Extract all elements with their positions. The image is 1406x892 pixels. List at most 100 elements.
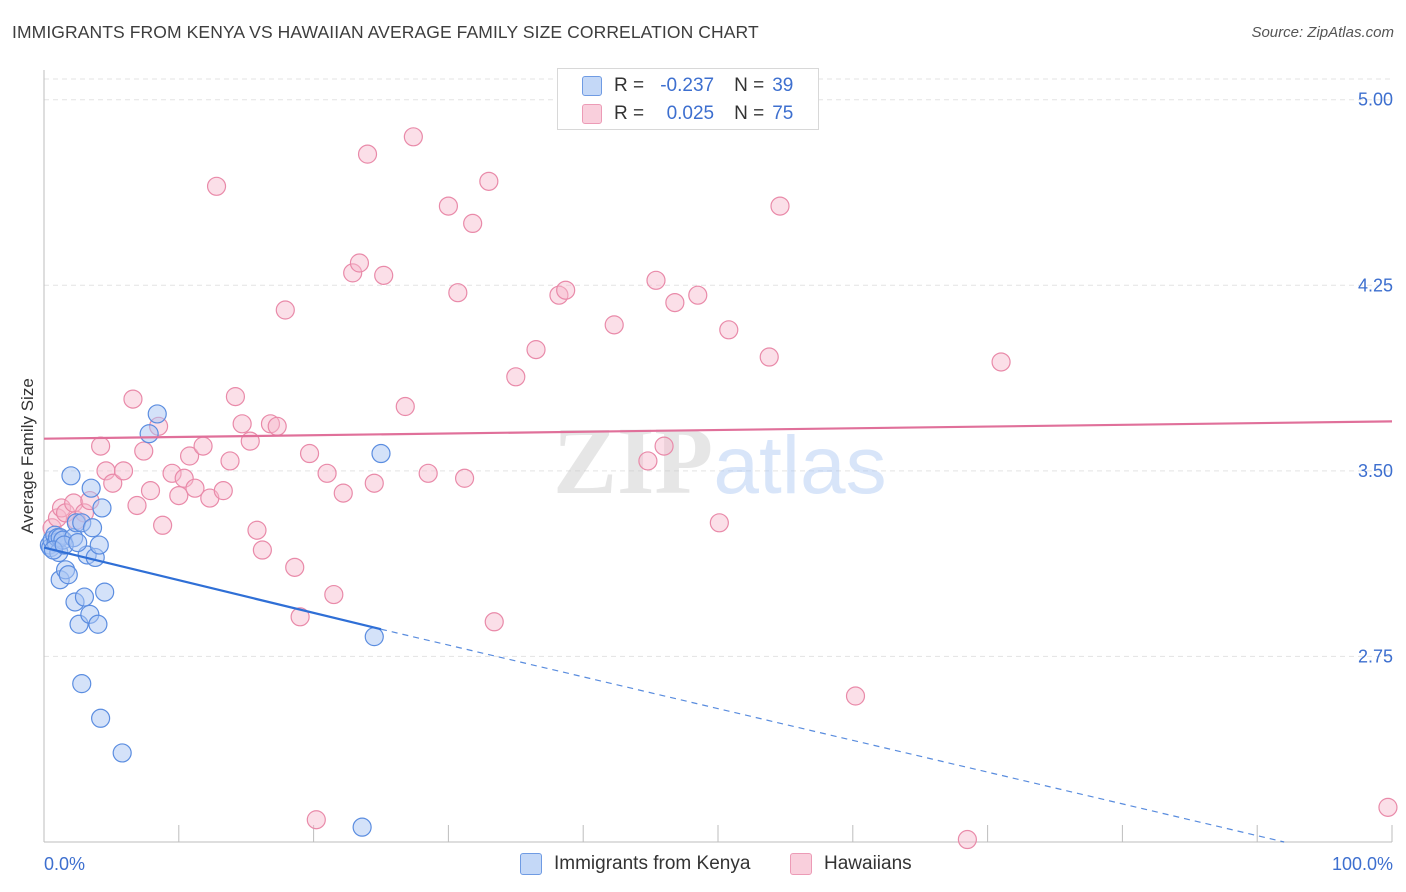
watermark: ZIP atlas <box>553 407 887 514</box>
data-point-hawaiian <box>317 463 337 483</box>
trend-line-kenya <box>43 546 382 631</box>
data-point-kenya <box>352 817 372 837</box>
data-point-hawaiian <box>134 441 154 461</box>
y-tick-labels: 2.75 3.50 4.25 5.00 <box>1358 90 1393 667</box>
r-value-hawaiian: 0.025 <box>666 103 715 124</box>
data-point-hawaiian <box>448 283 468 303</box>
legend-item-hawaiians[interactable]: Hawaiians <box>790 851 912 877</box>
data-point-hawaiian <box>845 686 866 706</box>
data-point-hawaiian <box>299 443 320 464</box>
data-point-kenya <box>91 708 111 728</box>
data-point-hawaiian <box>285 557 305 577</box>
data-point-hawaiian <box>169 485 189 506</box>
data-point-hawaiian <box>267 416 287 436</box>
data-point-hawaiian <box>103 473 123 493</box>
data-point-hawaiian <box>213 481 233 501</box>
data-point-hawaiian <box>374 265 394 285</box>
data-point-hawaiian <box>113 461 134 481</box>
data-point-hawaiian <box>654 436 674 456</box>
data-point-hawaiian <box>185 478 205 498</box>
y-axis-label: Average Family Size <box>18 378 37 534</box>
data-point-hawaiian <box>252 540 272 560</box>
axes <box>43 70 1393 843</box>
data-point-hawaiian <box>232 414 252 434</box>
y-tick-label: 2.75 <box>1358 646 1393 666</box>
y-tick-label: 4.25 <box>1358 275 1393 295</box>
data-point-hawaiian <box>174 468 194 488</box>
data-point-hawaiian <box>991 352 1011 372</box>
data-point-hawaiian <box>646 270 666 290</box>
data-point-hawaiian <box>206 176 227 196</box>
data-point-hawaiian <box>759 347 779 367</box>
watermark-atlas: atlas <box>713 420 886 511</box>
data-point-hawaiian <box>123 389 143 409</box>
data-point-hawaiian <box>395 396 415 417</box>
data-point-hawaiian <box>333 483 353 503</box>
data-point-hawaiian <box>556 280 576 300</box>
data-point-hawaiian <box>549 285 569 305</box>
x-tick-labels: 0.0% 100.0% <box>44 854 1393 874</box>
n-value-hawaiian: 75 <box>772 103 794 124</box>
data-point-hawaiian <box>665 292 685 313</box>
data-point-hawaiian <box>349 253 370 273</box>
x-tick-label: 0.0% <box>44 854 85 874</box>
data-point-hawaiian <box>179 446 200 466</box>
n-value-kenya: 39 <box>772 75 794 96</box>
data-point-hawaiian <box>484 612 504 632</box>
data-point-kenya <box>147 404 167 424</box>
data-point-kenya <box>89 535 109 555</box>
data-point-hawaiian <box>162 463 182 483</box>
data-point-kenya <box>58 565 78 585</box>
data-point-hawaiian <box>479 171 499 191</box>
data-point-hawaiian <box>770 196 790 216</box>
legend-swatch-hawaiians <box>790 853 812 875</box>
data-point-kenya <box>74 587 95 607</box>
data-point-hawaiian <box>688 285 708 305</box>
data-point-hawaiian <box>526 340 546 360</box>
data-point-hawaiian <box>290 607 310 627</box>
data-point-kenya <box>81 478 101 498</box>
legend-row-hawaiian: R = 0.025 N = 75 <box>582 101 793 127</box>
trend-line-hawaiians <box>43 420 1393 440</box>
data-point-hawaiian <box>364 473 384 493</box>
data-point-hawaiian <box>306 810 326 830</box>
data-point-hawaiian <box>140 481 161 501</box>
legend-row-kenya: R = -0.237 N = 39 <box>582 73 793 99</box>
data-point-kenya <box>72 674 92 694</box>
data-point-hawaiian <box>193 436 213 456</box>
r-value-kenya: -0.237 <box>660 75 715 96</box>
data-point-kenya <box>92 498 112 518</box>
correlation-legend: R = -0.237 N = 39 R = 0.025 N = 75 <box>557 68 819 130</box>
data-point-hawaiian <box>153 515 173 535</box>
x-tick-label: 100.0% <box>1332 854 1393 874</box>
data-point-hawaiian <box>957 829 977 850</box>
series-hawaiians-points <box>42 127 1398 850</box>
data-point-hawaiian <box>275 300 295 320</box>
data-point-kenya <box>82 518 103 538</box>
data-point-hawaiian <box>719 320 739 340</box>
r-label: R = <box>614 75 645 96</box>
gridlines <box>44 78 1392 657</box>
data-point-hawaiian <box>127 495 147 516</box>
data-point-kenya <box>68 533 88 553</box>
data-point-hawaiian <box>438 196 458 216</box>
data-point-hawaiian <box>1378 797 1398 817</box>
data-point-hawaiian <box>638 451 658 471</box>
data-point-kenya <box>112 743 132 763</box>
data-point-hawaiian <box>220 451 240 471</box>
n-label: N = <box>734 103 765 124</box>
series-kenya-points <box>39 404 391 837</box>
legend-item-kenya[interactable]: Immigrants from Kenya <box>520 851 750 877</box>
data-point-kenya <box>139 424 159 444</box>
source-attribution: Source: ZipAtlas.com <box>1251 24 1394 41</box>
chart-title: IMMIGRANTS FROM KENYA VS HAWAIIAN AVERAG… <box>12 22 759 42</box>
data-point-hawaiian <box>454 468 475 488</box>
data-point-kenya <box>95 582 115 602</box>
data-point-hawaiian <box>343 263 363 283</box>
data-point-hawaiian <box>604 315 624 335</box>
n-label: N = <box>734 75 765 96</box>
data-point-hawaiian <box>506 367 526 387</box>
y-tick-label: 3.50 <box>1358 461 1393 481</box>
data-point-hawaiian <box>91 436 111 456</box>
